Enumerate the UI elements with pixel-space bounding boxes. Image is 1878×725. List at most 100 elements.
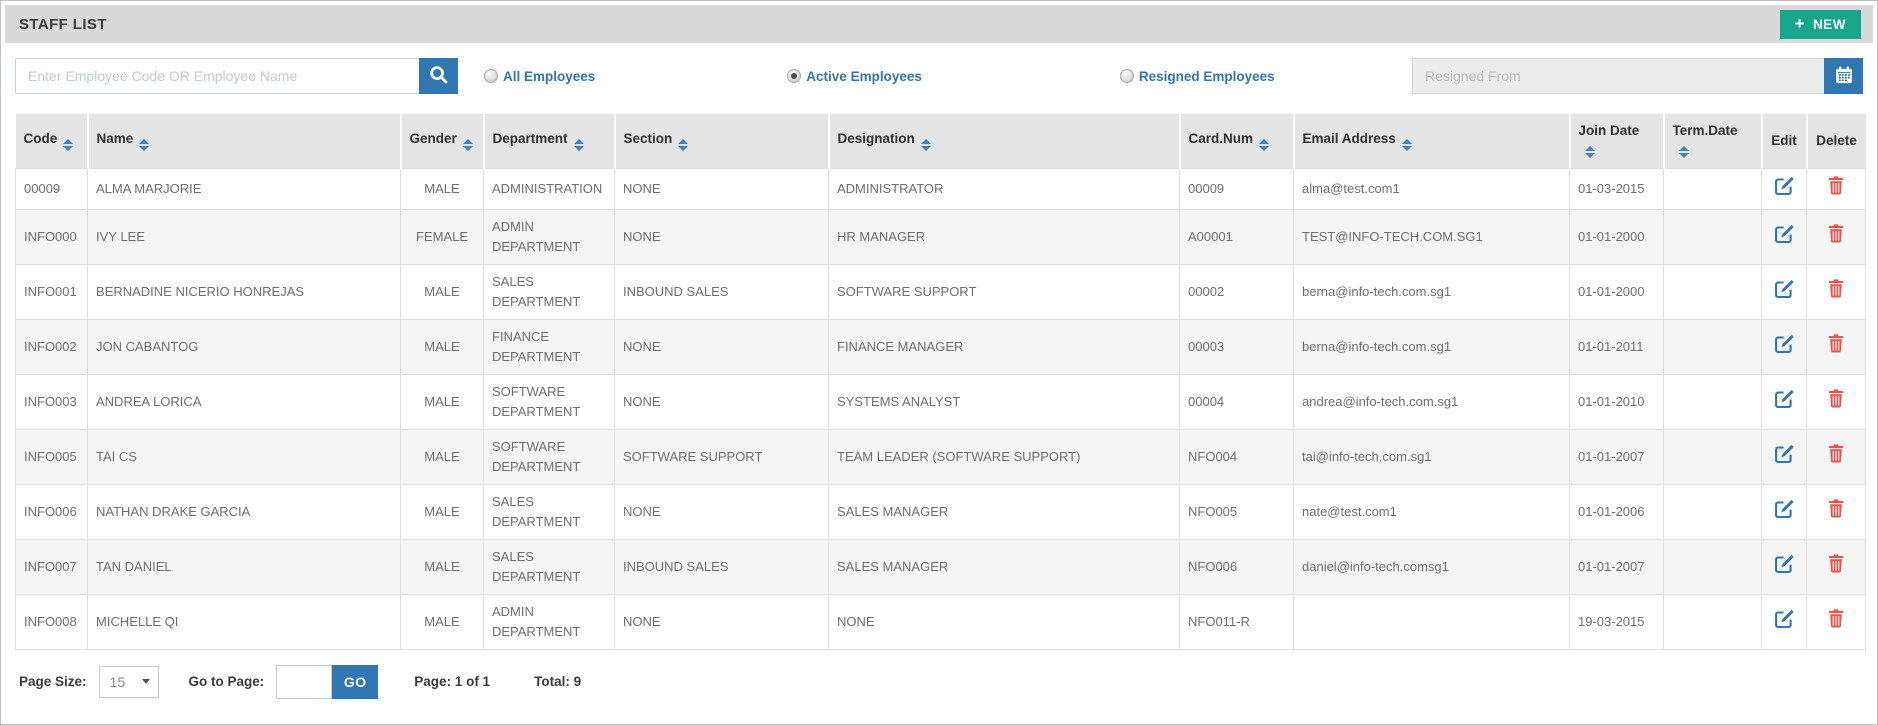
trash-icon (1828, 389, 1844, 411)
table-row: 00009 ALMA MARJORIE MALE ADMINISTRATION … (15, 167, 1866, 210)
cell-join-date: 01-01-2006 (1569, 483, 1664, 540)
edit-button[interactable] (1774, 444, 1794, 464)
column-label: Designation (837, 130, 915, 146)
goto-page-input[interactable] (276, 664, 333, 699)
radio-icon (1119, 69, 1134, 83)
cell-designation: NONE (828, 593, 1180, 650)
cell-code: INFO007 (15, 538, 88, 595)
column-header-email-address[interactable]: Email Address (1293, 114, 1571, 168)
search-button[interactable] (419, 58, 458, 94)
radio-label: Resigned Employees (1138, 68, 1275, 84)
cell-section: INBOUND SALES (614, 263, 829, 320)
staff-table-wrap: Code Name Gender Department Section Designati… (5, 114, 1873, 650)
cell-section: NONE (614, 373, 829, 430)
edit-icon (1774, 609, 1794, 632)
edit-button[interactable] (1774, 554, 1794, 574)
toolbar: All Employees Active Employees Resigned … (5, 43, 1873, 108)
cell-department: SALES DEPARTMENT (483, 538, 615, 595)
cell-section: NONE (614, 167, 829, 210)
cell-section: NONE (614, 483, 829, 540)
new-button[interactable]: + NEW (1779, 9, 1861, 39)
resigned-from-group (1412, 58, 1863, 94)
column-header-term-date[interactable]: Term.Date (1663, 114, 1763, 168)
sort-icon (678, 138, 689, 151)
cell-name: IVY LEE (87, 208, 401, 265)
column-header-section[interactable]: Section (614, 114, 830, 168)
column-header-department[interactable]: Department (483, 114, 616, 168)
resigned-from-input[interactable] (1412, 58, 1824, 94)
cell-section: INBOUND SALES (614, 538, 829, 595)
cell-gender: MALE (400, 167, 484, 210)
filter-resigned-employees[interactable]: Resigned Employees (1119, 68, 1275, 84)
delete-button[interactable] (1828, 334, 1844, 353)
delete-button[interactable] (1828, 176, 1844, 195)
cell-code: INFO003 (15, 373, 88, 430)
edit-button[interactable] (1774, 176, 1794, 196)
edit-button[interactable] (1774, 334, 1794, 354)
column-label: Code (23, 130, 58, 146)
column-header-designation[interactable]: Designation (828, 114, 1181, 168)
cell-designation: ADMINISTRATOR (828, 167, 1180, 210)
cell-email: alma@test.com1 (1293, 167, 1570, 210)
cell-email: nate@test.com1 (1293, 483, 1570, 540)
cell-section: NONE (614, 593, 829, 650)
radio-label: Active Employees (806, 68, 922, 84)
column-header-code[interactable]: Code (15, 114, 89, 168)
goto-page-label: Go to Page: (188, 674, 265, 689)
cell-email: andrea@info-tech.com.sg1 (1293, 373, 1570, 430)
delete-button[interactable] (1828, 554, 1844, 573)
search-input[interactable] (15, 58, 419, 94)
delete-button[interactable] (1828, 389, 1844, 408)
cell-gender: MALE (400, 318, 484, 375)
column-header-gender[interactable]: Gender (400, 114, 485, 168)
cell-email: berna@info-tech.com.sg1 (1293, 263, 1570, 320)
filter-all-employees[interactable]: All Employees (484, 69, 595, 84)
cell-term-date (1663, 373, 1762, 430)
cell-name: NATHAN DRAKE GARCIA (87, 483, 401, 540)
column-label: Edit (1771, 133, 1797, 149)
go-button[interactable]: GO (332, 664, 379, 699)
edit-button[interactable] (1774, 609, 1794, 629)
column-header-card-num[interactable]: Card.Num (1179, 114, 1295, 168)
cell-department: ADMIN DEPARTMENT (483, 593, 615, 650)
pagination-bar: Page Size: 15 Go to Page: GO Page: 1 of … (5, 650, 1873, 699)
cell-email: tai@info-tech.com.sg1 (1293, 428, 1570, 485)
cell-designation: SOFTWARE SUPPORT (828, 263, 1180, 320)
table-row: INFO008 MICHELLE QI MALE ADMIN DEPARTMEN… (15, 593, 1866, 650)
delete-button[interactable] (1828, 609, 1844, 628)
delete-button[interactable] (1828, 279, 1844, 298)
filter-active-employees[interactable]: Active Employees (787, 69, 922, 84)
cell-code: INFO008 (15, 593, 88, 650)
cell-designation: SALES MANAGER (828, 483, 1180, 540)
delete-button[interactable] (1828, 444, 1844, 463)
edit-button[interactable] (1774, 389, 1794, 409)
edit-button[interactable] (1774, 499, 1794, 519)
cell-code: INFO006 (15, 483, 88, 540)
page-size-select[interactable]: 15 (98, 665, 159, 698)
delete-button[interactable] (1828, 224, 1844, 243)
column-header-name[interactable]: Name (87, 114, 402, 168)
cell-name: BERNADINE NICERIO HONREJAS (87, 263, 401, 320)
cell-term-date (1663, 593, 1762, 650)
cell-department: ADMINISTRATION (483, 167, 615, 210)
column-label: Email Address (1302, 130, 1396, 146)
column-header-join-date[interactable]: Join Date (1569, 114, 1665, 168)
cell-card-num: NFO006 (1179, 538, 1294, 595)
page-size-value: 15 (109, 673, 126, 690)
column-label: Card.Num (1188, 130, 1254, 146)
cell-card-num: 00004 (1179, 373, 1294, 430)
edit-button[interactable] (1774, 224, 1794, 244)
cell-name: TAI CS (87, 428, 401, 485)
edit-button[interactable] (1774, 279, 1794, 299)
calendar-icon (1835, 66, 1853, 87)
sort-icon (1401, 138, 1412, 151)
radio-icon (484, 69, 498, 83)
cell-email: TEST@INFO-TECH.COM.SG1 (1293, 208, 1570, 265)
cell-code: INFO001 (15, 263, 88, 320)
delete-button[interactable] (1828, 499, 1844, 518)
cell-name: TAN DANIEL (87, 538, 401, 595)
cell-gender: FEMALE (400, 208, 484, 265)
calendar-button[interactable] (1824, 58, 1863, 94)
cell-gender: MALE (400, 593, 484, 650)
